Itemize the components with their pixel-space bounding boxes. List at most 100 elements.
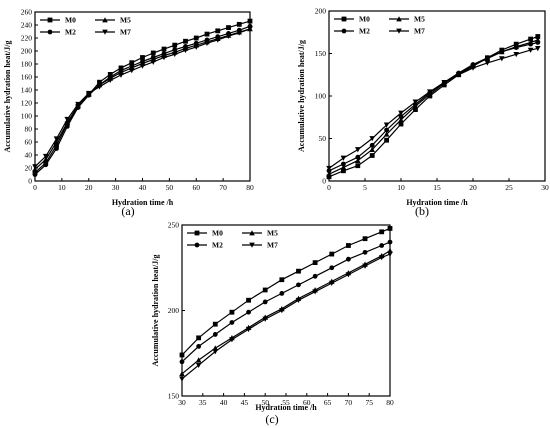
data-point-M5 bbox=[42, 156, 49, 162]
data-point-M7 bbox=[107, 77, 114, 84]
y-tick-label: 260 bbox=[21, 8, 33, 17]
y-tick-label: 180 bbox=[21, 60, 33, 69]
data-point-M0 bbox=[183, 38, 188, 44]
legend: M0 M5 M2 M7 bbox=[40, 16, 131, 37]
x-tick-label: 10 bbox=[58, 183, 66, 192]
data-point-M7 bbox=[312, 289, 318, 295]
data-point-M0 bbox=[215, 28, 221, 34]
data-point-M5 bbox=[398, 117, 404, 123]
x-tick-label: 50 bbox=[261, 398, 269, 407]
y-axis-title: Accumulative hydration heat/J/g bbox=[297, 40, 306, 152]
legend-marker-M5 bbox=[249, 230, 255, 236]
data-point-M0 bbox=[107, 72, 113, 77]
data-point-M0 bbox=[341, 168, 346, 174]
data-point-M0 bbox=[369, 153, 375, 158]
data-point-M7 bbox=[245, 326, 252, 333]
y-axis-title: Accumulative hydration heat/J/g bbox=[151, 255, 160, 367]
data-point-M5 bbox=[369, 146, 375, 152]
data-point-M7 bbox=[118, 72, 124, 78]
legend-marker-M7 bbox=[396, 28, 402, 34]
data-point-M7 bbox=[128, 68, 135, 74]
panel-label: (c) bbox=[265, 412, 278, 426]
data-point-M0 bbox=[346, 243, 351, 248]
data-point-M0 bbox=[362, 236, 368, 242]
data-point-M0 bbox=[247, 18, 253, 24]
series-line-M5 bbox=[34, 28, 251, 170]
series-line-M2 bbox=[34, 25, 251, 175]
y-tick-label: 160 bbox=[21, 73, 33, 82]
data-point-M7 bbox=[340, 155, 347, 161]
data-point-M7 bbox=[527, 47, 534, 53]
legend-marker-M2 bbox=[47, 29, 53, 35]
data-point-M0 bbox=[172, 42, 178, 48]
x-axis-title: Hydration time /h bbox=[255, 403, 317, 412]
legend-label-M5: M5 bbox=[120, 16, 131, 25]
legend-label-M2: M2 bbox=[359, 27, 370, 36]
series-line-M5 bbox=[181, 250, 391, 375]
legend-marker-M7 bbox=[249, 242, 255, 248]
data-point-M7 bbox=[279, 308, 285, 314]
series-M7 bbox=[32, 26, 253, 170]
data-point-M7 bbox=[53, 136, 60, 142]
data-point-M7 bbox=[204, 40, 210, 46]
panel-label: (a) bbox=[121, 204, 134, 218]
x-tick-label: 65 bbox=[324, 398, 332, 407]
y-tick-label: 100 bbox=[21, 112, 33, 121]
data-point-M7 bbox=[484, 60, 491, 66]
data-point-M0 bbox=[329, 251, 335, 257]
x-tick-label: 10 bbox=[397, 183, 405, 192]
series-line-M0 bbox=[181, 227, 391, 356]
legend-marker-M0 bbox=[194, 230, 200, 236]
data-point-M7 bbox=[75, 101, 81, 108]
y-tick-label: 250 bbox=[168, 221, 180, 230]
data-point-M0 bbox=[296, 268, 301, 274]
legend-label-M0: M0 bbox=[212, 229, 223, 238]
x-tick-label: 80 bbox=[246, 183, 254, 192]
data-point-M2 bbox=[183, 44, 188, 49]
data-point-M7 bbox=[179, 376, 185, 382]
x-tick-label: 60 bbox=[303, 398, 311, 407]
data-point-M0 bbox=[384, 137, 389, 143]
data-point-M2 bbox=[384, 127, 389, 133]
data-point-M2 bbox=[398, 114, 404, 119]
data-point-M5 bbox=[179, 370, 185, 377]
data-point-M2 bbox=[535, 40, 541, 45]
data-point-M0 bbox=[387, 226, 393, 231]
data-point-M2 bbox=[387, 239, 393, 245]
x-tick-label: 75 bbox=[365, 398, 373, 407]
legend-label-M5: M5 bbox=[414, 15, 425, 24]
data-point-M0 bbox=[413, 107, 418, 112]
x-tick-label: 80 bbox=[386, 398, 394, 407]
series-line-M5 bbox=[328, 39, 539, 175]
data-point-M7 bbox=[535, 46, 541, 52]
data-point-M0 bbox=[246, 297, 251, 303]
data-point-M0 bbox=[528, 36, 533, 42]
data-point-M7 bbox=[195, 362, 202, 369]
x-tick-label: 45 bbox=[241, 398, 249, 407]
panel-label: (b) bbox=[415, 204, 429, 218]
data-point-M5 bbox=[326, 171, 332, 177]
data-point-M7 bbox=[326, 165, 332, 172]
x-tick-label: 0 bbox=[33, 183, 37, 192]
x-tick-label: 0 bbox=[327, 183, 331, 192]
data-point-M7 bbox=[369, 136, 375, 142]
series-M2 bbox=[326, 40, 541, 174]
data-point-M0 bbox=[129, 60, 135, 66]
data-point-M2 bbox=[499, 49, 505, 55]
x-tick-label: 30 bbox=[178, 398, 186, 407]
data-point-M7 bbox=[64, 116, 71, 123]
x-tick-label: 20 bbox=[85, 183, 93, 192]
data-point-M2 bbox=[341, 161, 346, 167]
series-line-M7 bbox=[181, 253, 391, 380]
data-point-M7 bbox=[378, 255, 385, 261]
y-tick-label: 0 bbox=[322, 177, 326, 186]
series-line-M7 bbox=[328, 47, 538, 169]
data-point-M2 bbox=[179, 359, 185, 365]
data-point-M7 bbox=[362, 263, 368, 269]
y-tick-label: 200 bbox=[21, 47, 33, 56]
series-line-M7 bbox=[34, 28, 251, 168]
data-point-M2 bbox=[329, 265, 335, 271]
data-point-M0 bbox=[204, 31, 210, 37]
data-point-M7 bbox=[470, 65, 476, 71]
